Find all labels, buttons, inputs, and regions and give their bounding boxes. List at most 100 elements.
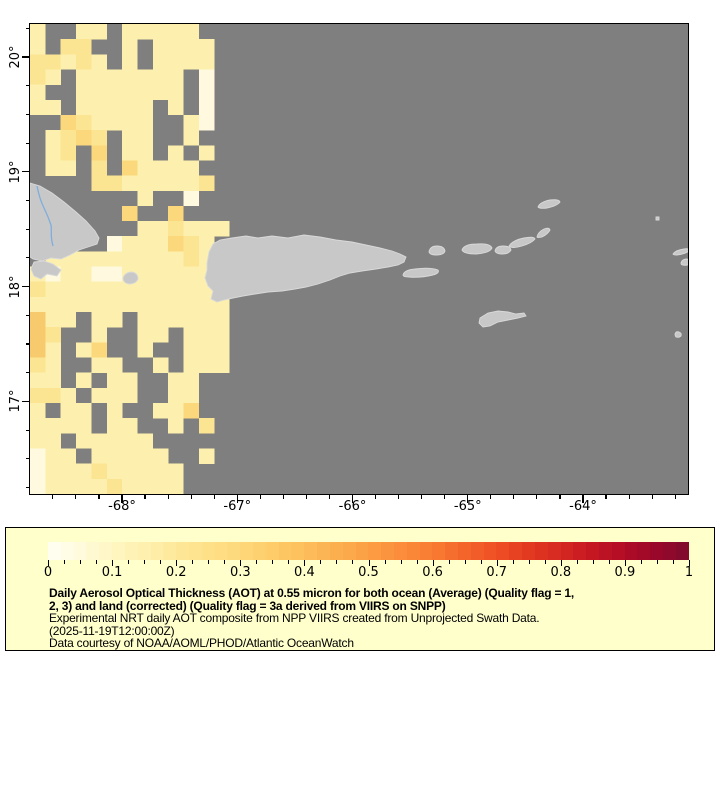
aot-cell (106, 281, 122, 297)
aot-cell (75, 53, 92, 70)
colorbar-segment (342, 542, 356, 560)
aot-cell (167, 387, 184, 403)
colorbar-tick-label: 0.2 (165, 565, 187, 580)
aot-cell (167, 159, 184, 176)
aot-cell (106, 432, 122, 449)
aot-cell (183, 190, 199, 206)
aot-cell (29, 311, 45, 327)
aot-cell (198, 175, 214, 191)
aot-cell (60, 311, 76, 327)
colorbar-segment (483, 542, 497, 560)
colorbar-minor-tick (528, 560, 530, 564)
aot-cell (167, 417, 184, 433)
aot-cell (167, 220, 184, 236)
aot-cell (29, 357, 45, 373)
aot-cell (136, 281, 153, 297)
aot-cell (198, 38, 214, 54)
colorbar-segment (278, 542, 292, 560)
aot-cell (198, 235, 214, 252)
lon-major-tick (467, 495, 469, 503)
aot-cell (75, 281, 92, 297)
aot-cell (136, 447, 153, 464)
aot-cell (167, 478, 184, 494)
aot-cell (75, 372, 92, 388)
colorbar-segment (150, 542, 164, 560)
aot-cell (106, 235, 122, 252)
aot-cell (44, 296, 61, 312)
lat-minor-tick (25, 199, 30, 202)
aot-cell (60, 38, 76, 54)
aot-cells-layer (29, 23, 230, 494)
colorbar-segment (368, 542, 382, 560)
aot-cell (183, 296, 199, 312)
aot-cell (167, 68, 184, 85)
aot-cell (152, 159, 168, 176)
colorbar-segment (201, 542, 215, 560)
aot-cell (183, 357, 199, 373)
aot-cell (121, 175, 138, 191)
aot-cell (60, 114, 76, 130)
aot-cell (136, 129, 153, 145)
aot-cell (90, 129, 107, 145)
aot-cell (136, 68, 153, 85)
aot-cell (90, 341, 107, 358)
aot-cell (167, 175, 184, 191)
aot-cell (29, 326, 45, 343)
aot-cell (44, 68, 61, 85)
aot-cell (90, 478, 107, 494)
colorbar-segment (560, 542, 574, 560)
colorbar-minor-tick (416, 560, 418, 564)
vieques (402, 267, 439, 278)
aot-cell (136, 296, 153, 312)
aot-cell (198, 84, 214, 100)
lon-label: -65° (453, 499, 482, 514)
aot-cell (167, 266, 184, 282)
lat-major-tick (21, 171, 30, 173)
aot-cell (44, 372, 61, 388)
colorbar-segment (214, 542, 228, 560)
colorbar-segment (547, 542, 561, 560)
aot-cell (152, 250, 168, 267)
aot-cell (106, 68, 122, 85)
aot-cell (90, 84, 107, 100)
colorbar-segment (419, 542, 433, 560)
lat-label: 20° (8, 45, 23, 69)
lon-minor-tick (305, 495, 307, 499)
lon-label: -67° (223, 499, 252, 514)
aot-cell (152, 447, 168, 464)
aot-cell (60, 387, 76, 403)
aot-cell (198, 417, 214, 433)
colorbar-minor-tick (224, 560, 226, 564)
lon-minor-tick (674, 495, 676, 499)
colorbar-minor-tick (544, 560, 546, 564)
aot-cell (213, 311, 230, 327)
aot-cell (198, 311, 214, 327)
aot-cell (29, 402, 45, 418)
legend-subtitle: Experimental NRT daily AOT composite fro… (49, 611, 540, 626)
colorbar-tick-label: 0.1 (101, 565, 123, 580)
aot-cell (90, 175, 107, 191)
aot-cell (198, 296, 214, 312)
colorbar-tick-label: 0.7 (486, 565, 508, 580)
aot-cell (121, 463, 138, 479)
colorbar-segment (73, 542, 87, 560)
aot-cell (75, 84, 92, 100)
aot-cell (183, 387, 199, 403)
aot-cell (106, 387, 122, 403)
colorbar-minor-tick (640, 560, 642, 564)
aot-cell (183, 281, 199, 297)
colorbar-segment (663, 542, 676, 560)
colorbar-segment (355, 542, 369, 560)
aot-cell (106, 175, 122, 191)
aot-cell (183, 372, 199, 388)
colorbar-minor-tick (128, 560, 130, 564)
aot-cell (152, 326, 168, 343)
aot-cell (121, 417, 138, 433)
colorbar-minor-tick (64, 560, 66, 564)
colorbar-major-tick (48, 560, 49, 566)
colorbar-tick-label: 0.5 (358, 565, 379, 580)
colorbar-segment (675, 542, 689, 560)
lat-major-tick (21, 285, 30, 288)
aot-cell (90, 68, 107, 85)
lon-major-tick (351, 495, 354, 503)
